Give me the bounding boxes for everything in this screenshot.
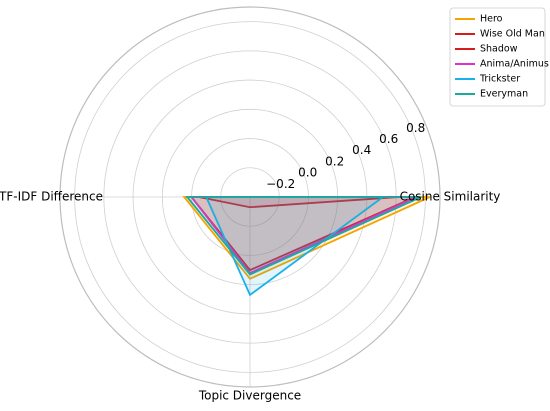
radial-tick-label: −0.2 [266,177,295,191]
legend-label: Hero [480,14,503,25]
legend-label: Shadow [480,44,518,55]
radial-tick-label: 0.8 [406,121,425,135]
label-layer: −0.20.0 0.2 0.4 0.6 0.8 Cosine Similarity TF-I… [0,121,500,403]
series-polygon [185,196,422,276]
legend-label: Trickster [479,74,520,85]
legend-label: Wise Old Man [480,29,545,40]
radial-tick-label: 0.0 [298,166,317,180]
radial-tick-label: 0.2 [325,154,344,168]
radial-tick-label: 0.6 [379,132,398,146]
legend-box [449,7,546,107]
series-layer [182,196,431,297]
axis-label: Cosine Similarity [400,190,501,204]
axis-label: TF-IDF Difference [0,190,103,204]
axis-label: Topic Divergence [198,389,301,403]
legend-label: Anima/Animus [480,59,549,70]
legend: Hero Wise Old Man Shadow Anima/Animus Tricks… [449,7,549,107]
legend-label: Everyman [480,89,528,100]
radial-tick-label: 0.4 [352,143,371,157]
